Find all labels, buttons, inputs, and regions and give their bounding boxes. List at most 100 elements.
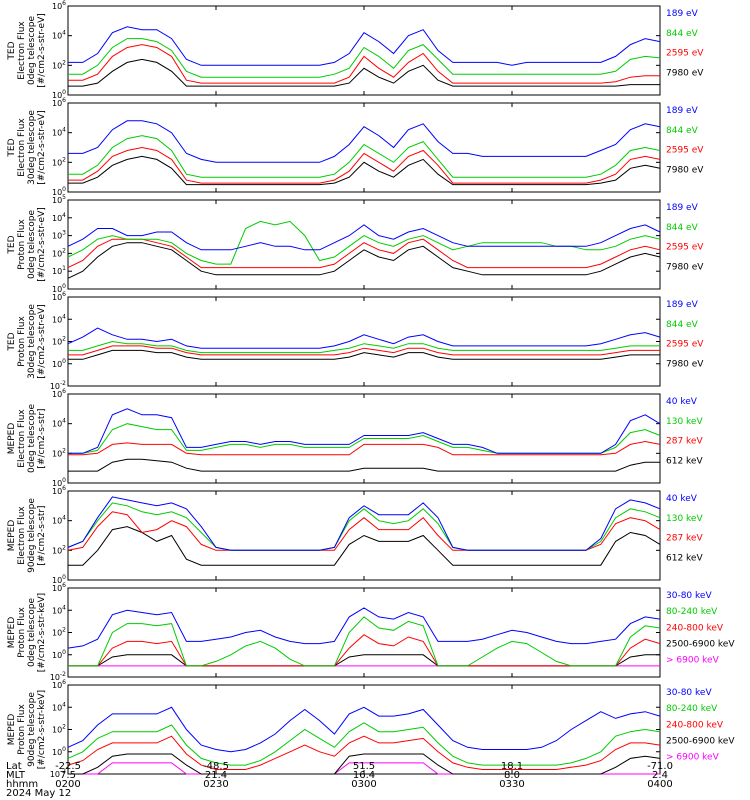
y-tick-label: 100 bbox=[52, 186, 66, 197]
legend-label: 189 eV bbox=[666, 300, 699, 310]
y-tick-label: 104 bbox=[52, 515, 66, 526]
x-tick-value: 7.5 bbox=[60, 770, 76, 781]
y-tick-label: 106 bbox=[52, 582, 66, 593]
legend-label: 30-80 keV bbox=[666, 688, 712, 698]
y-axis-label-line: Electron Flux bbox=[17, 21, 27, 80]
y-tick-label: 100 bbox=[52, 574, 66, 585]
x-tick-value: 0300 bbox=[351, 779, 376, 790]
y-tick-label: 104 bbox=[52, 701, 66, 712]
series-line bbox=[68, 616, 661, 667]
legend-label: 844 eV bbox=[666, 320, 699, 330]
y-tick-label: 10-2 bbox=[50, 380, 66, 391]
series-line bbox=[67, 502, 661, 551]
y-axis-label-line: Proton Flux bbox=[17, 607, 27, 658]
legend-label: 40 keV bbox=[666, 494, 698, 504]
legend-label: 40 keV bbox=[666, 397, 698, 407]
legend-label: 844 eV bbox=[666, 126, 699, 136]
series-line bbox=[68, 345, 660, 356]
y-tick-label: 100 bbox=[52, 477, 66, 488]
x-tick-value: 8.0 bbox=[504, 770, 520, 781]
y-axis-label-line: 90deg telescope bbox=[27, 498, 37, 573]
legend-label: 30-80 keV bbox=[666, 591, 712, 601]
x-tick-value: 51.5 bbox=[353, 761, 375, 772]
y-tick-label: 104 bbox=[52, 212, 66, 223]
panel-4: 10-2 100 102 104 106 TED Proton Flux 30deg tele… bbox=[7, 291, 704, 391]
y-axis-label-line: MEPED bbox=[7, 714, 17, 746]
y-tick-label: 102 bbox=[52, 247, 66, 258]
legend-label: 2500-6900 keV bbox=[666, 640, 735, 650]
y-tick-label: 102 bbox=[52, 156, 66, 167]
y-axis-label-line: Proton Flux bbox=[17, 316, 27, 367]
series-line bbox=[68, 26, 661, 66]
series-line bbox=[68, 120, 661, 163]
x-axis-labels: Lat MLT hhmm 2024 May 12 -22.5 -48.5 51.5 1… bbox=[6, 761, 673, 799]
legend-label: 2595 eV bbox=[666, 340, 704, 350]
y-axis-label-line: MEPED bbox=[7, 423, 17, 455]
panel-1: 100 102 104 106 TED Electron Flux 0deg telesco… bbox=[7, 0, 704, 100]
y-axis-label-line: 0deg telescope bbox=[27, 210, 37, 280]
y-tick-label: 102 bbox=[52, 336, 66, 347]
y-axis-label-line: [#/cm2-s-str-eV] bbox=[37, 304, 47, 379]
legend-label: 2595 eV bbox=[666, 243, 704, 253]
legend-label: 2595 eV bbox=[666, 146, 704, 156]
legend-label: 80-240 keV bbox=[666, 607, 718, 617]
series-line bbox=[68, 634, 661, 667]
y-tick-label: 104 bbox=[52, 30, 66, 41]
legend-label: 844 eV bbox=[666, 223, 699, 233]
x-tick-value: 0200 bbox=[55, 779, 80, 790]
y-axis-label-line: Electron Flux bbox=[17, 118, 27, 177]
series-line bbox=[68, 58, 660, 87]
legend-label: 80-240 keV bbox=[666, 704, 718, 714]
legend-label: 287 keV bbox=[666, 437, 703, 447]
series-line bbox=[67, 496, 661, 551]
series-line bbox=[68, 458, 660, 472]
series-line bbox=[67, 238, 661, 269]
series-line bbox=[67, 224, 661, 251]
y-tick-label: 106 bbox=[52, 97, 66, 108]
plot-frame bbox=[67, 199, 661, 290]
legend-label: > 6900 keV bbox=[666, 656, 720, 666]
y-tick-label: 100 bbox=[52, 358, 66, 369]
series-line bbox=[67, 722, 661, 766]
legend-label: 2500-6900 keV bbox=[666, 737, 735, 747]
y-tick-label: 100 bbox=[52, 89, 66, 100]
legend-label: 7980 eV bbox=[666, 68, 704, 78]
y-tick-label: 103 bbox=[52, 230, 66, 241]
x-date-label: 2024 May 12 bbox=[6, 788, 71, 799]
y-tick-label: 100 bbox=[52, 649, 66, 660]
series-line bbox=[67, 607, 661, 649]
x-row-label-hhmm: hhmm bbox=[6, 779, 38, 790]
legend-label: 287 keV bbox=[666, 534, 703, 544]
legend-label: 240-800 keV bbox=[666, 623, 724, 633]
legend-label: 189 eV bbox=[666, 106, 699, 116]
x-tick-value: 2.4 bbox=[652, 770, 668, 781]
legend-label: 189 eV bbox=[666, 203, 699, 213]
y-tick-label: 102 bbox=[52, 59, 66, 70]
y-tick-label: 104 bbox=[52, 127, 66, 138]
y-tick-label: 105 bbox=[52, 194, 66, 205]
series-line bbox=[68, 135, 661, 178]
series-line bbox=[68, 423, 661, 454]
series-line bbox=[68, 349, 660, 360]
y-tick-label: 102 bbox=[52, 627, 66, 638]
series-line bbox=[67, 706, 661, 753]
legend-label: 7980 eV bbox=[666, 359, 704, 369]
series-line bbox=[68, 526, 661, 566]
x-tick-value: 21.4 bbox=[205, 770, 227, 781]
y-axis-label-line: [#/cm2-s-str] bbox=[37, 505, 47, 565]
y-tick-label: 100 bbox=[52, 746, 66, 757]
legend-label: > 6900 keV bbox=[666, 753, 720, 763]
y-axis-label-line: Proton Flux bbox=[17, 704, 27, 755]
series-line bbox=[68, 155, 661, 186]
x-tick-value: 0230 bbox=[203, 779, 228, 790]
y-tick-label: 102 bbox=[52, 447, 66, 458]
panel-2: 100 102 104 106 TED Electron Flux 30deg telesc… bbox=[7, 97, 704, 197]
x-tick-value: 0330 bbox=[499, 779, 524, 790]
panel-7: 10-2 100 102 104 106 MEPED Proton Flux 0deg tel… bbox=[7, 582, 735, 682]
legend-label: 612 keV bbox=[666, 456, 703, 466]
series-line bbox=[67, 242, 661, 279]
y-axis-label-line: Proton Flux bbox=[17, 219, 27, 270]
y-axis-label-line: TED bbox=[7, 41, 17, 60]
x-tick-value: -48.5 bbox=[203, 761, 229, 772]
